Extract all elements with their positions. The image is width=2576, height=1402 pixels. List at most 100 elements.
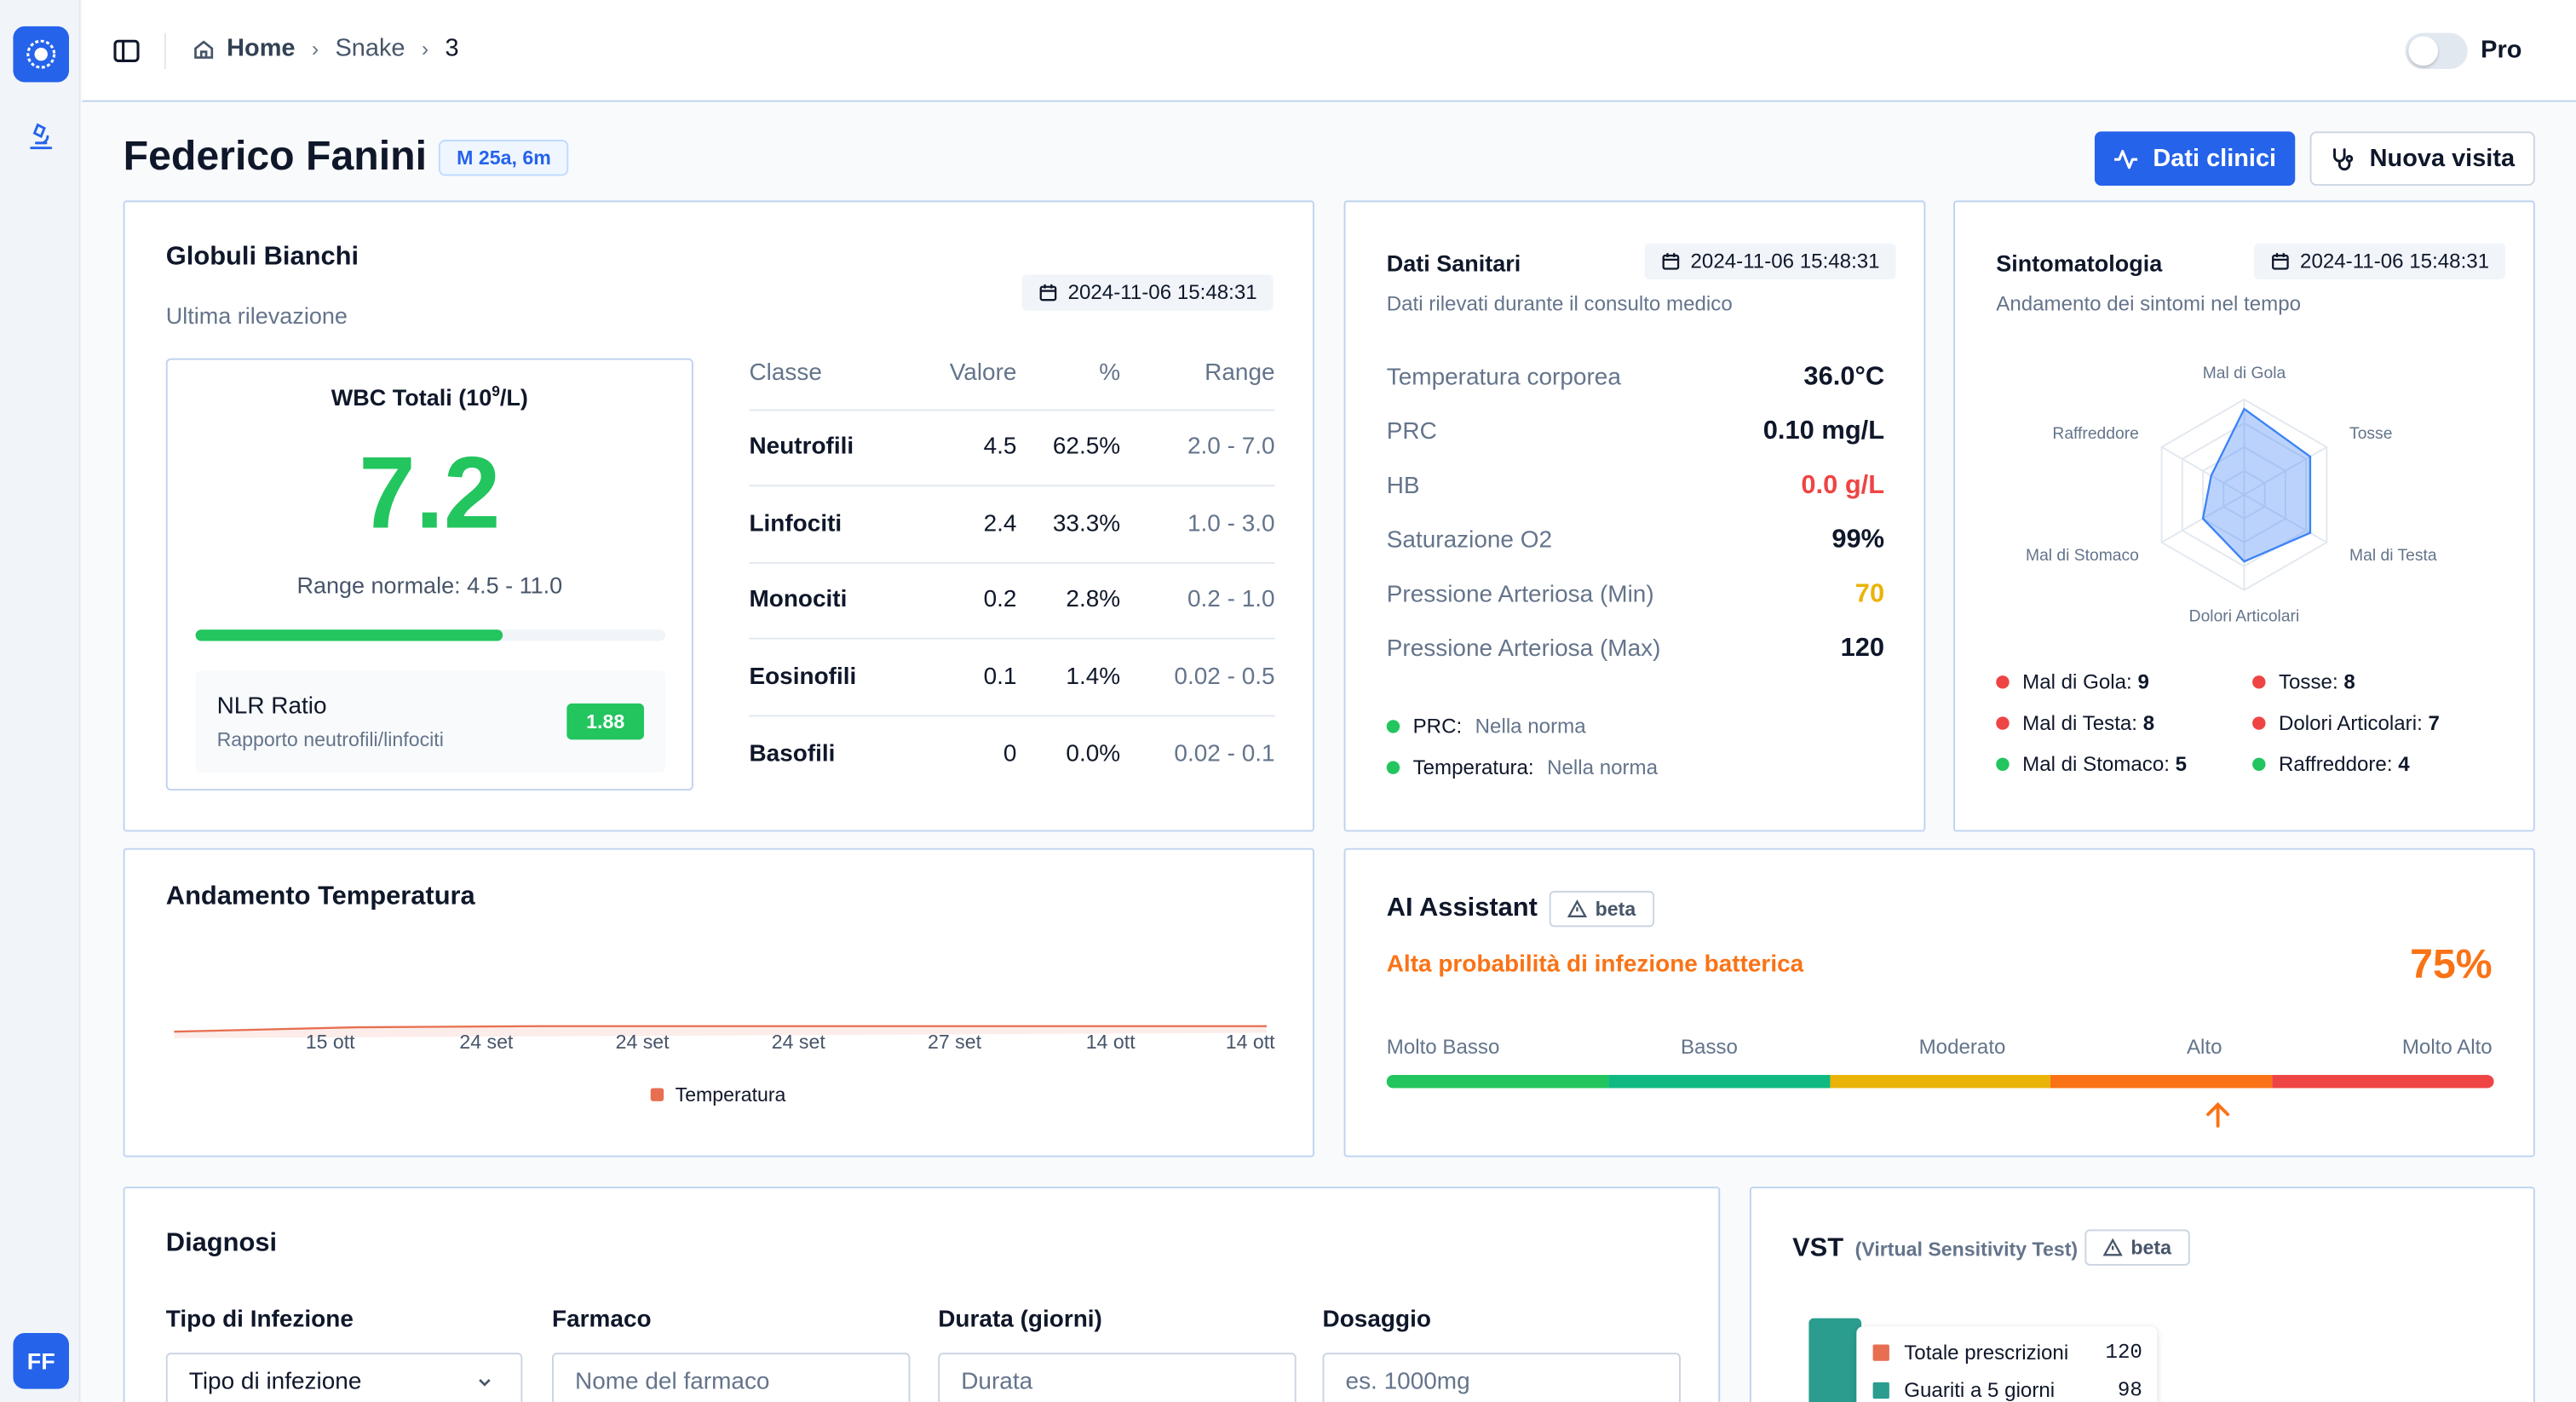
- symptom-value: 4: [2398, 752, 2410, 776]
- symptoms-card: Sintomatologia 2024-11-06 15:48:31 Andam…: [1953, 200, 2535, 832]
- radar-axis-label: Dolori Articolari: [2189, 607, 2300, 625]
- cell-classe: Monociti: [749, 561, 914, 640]
- symptom-label: Dolori Articolari:: [2278, 711, 2423, 735]
- radar-axis-label: Mal di Gola: [2203, 365, 2286, 382]
- wbc-progress-fill: [195, 629, 503, 641]
- radar-axis-label: Mal di Stomaco: [2026, 547, 2139, 565]
- wbc-range-text: Range normale: 4.5 - 11.0: [296, 572, 563, 599]
- table-row: Linfociti 2.4 33.3% 1.0 - 3.0: [749, 486, 1275, 563]
- temperature-card-title: Andamento Temperatura: [165, 882, 475, 911]
- pro-toggle[interactable]: [2405, 32, 2468, 70]
- duration-input[interactable]: Durata: [938, 1353, 1297, 1402]
- warning-icon: [1567, 899, 1588, 917]
- user-avatar[interactable]: FF: [13, 1332, 70, 1389]
- calendar-icon: [1039, 284, 1057, 302]
- vital-label: PRC: [1386, 419, 1437, 445]
- sidebar-toggle-icon[interactable]: [112, 36, 141, 66]
- wbc-table-header: Classe Valore % Range: [749, 359, 1275, 411]
- vst-card: VST (Virtual Sensitivity Test) beta Tota…: [1749, 1187, 2535, 1402]
- wbc-date: 2024-11-06 15:48:31: [1067, 280, 1257, 304]
- microscope-icon[interactable]: [25, 120, 58, 153]
- cell-range: 0.02 - 0.5: [1120, 638, 1275, 716]
- cell-range: 2.0 - 7.0: [1120, 409, 1275, 487]
- new-visit-button[interactable]: Nuova visita: [2309, 131, 2535, 187]
- breadcrumb-section[interactable]: Snake: [335, 34, 405, 63]
- vital-value: 120: [1840, 634, 1885, 663]
- status-key: Temperatura:: [1412, 756, 1534, 779]
- x-tick-label: 14 ott: [1086, 1031, 1136, 1053]
- droplet-logo-icon: [26, 39, 56, 69]
- symptoms-date-chip: 2024-11-06 15:48:31: [2254, 243, 2506, 280]
- ai-card: AI Assistant beta Alta probabilità di in…: [1343, 848, 2535, 1158]
- vst-legend-label: Totale prescrizioni: [1904, 1341, 2069, 1365]
- vst-legend-label: Guariti a 5 giorni: [1904, 1379, 2056, 1402]
- duration-label: Durata (giorni): [938, 1307, 1102, 1333]
- cell-classe: Basofili: [749, 740, 836, 767]
- wbc-total-label: WBC Totali (10: [331, 383, 492, 411]
- vital-label: Saturazione O2: [1386, 527, 1553, 554]
- col-range: Range: [1120, 359, 1275, 411]
- vst-legend-row: Guariti a 5 giorni 98: [1872, 1379, 2142, 1402]
- temperature-series-line: [174, 1025, 1267, 1033]
- wbc-total-sup: 9: [492, 382, 500, 399]
- vital-row: Temperatura corporea 36.0°C: [1387, 363, 1884, 393]
- breadcrumb-home[interactable]: Home: [193, 34, 296, 63]
- radar-axis: [2161, 446, 2245, 496]
- ai-percent: 75%: [2410, 941, 2493, 988]
- vst-tooltip: Totale prescrizioni 120 Guariti a 5 giorn…: [1856, 1326, 2158, 1402]
- toggle-knob: [2408, 36, 2439, 66]
- status-dot: [1386, 761, 1400, 774]
- wbc-card-title: Globuli Bianchi: [165, 243, 359, 272]
- new-visit-label: Nuova visita: [2369, 144, 2516, 173]
- activity-icon: [2115, 149, 2139, 169]
- risk-segment: [2050, 1075, 2273, 1089]
- x-tick-label: 24 set: [616, 1031, 670, 1053]
- vital-row: HB 0.0 g/L: [1387, 472, 1884, 502]
- topbar-divider: [164, 32, 166, 70]
- symptom-value: 5: [2175, 752, 2188, 776]
- vital-row: Pressione Arteriosa (Min) 70: [1387, 580, 1884, 610]
- x-tick-label: 24 set: [772, 1031, 826, 1053]
- patient-badge: M 25a, 6m: [438, 140, 570, 176]
- radar-axis-label: Raffreddore: [2052, 425, 2138, 443]
- table-row: Eosinofili 0.1 1.4% 0.02 - 0.5: [749, 638, 1275, 716]
- col-percent: %: [1016, 359, 1121, 411]
- status-row: PRC: Nella norma: [1386, 715, 1586, 738]
- nlr-subtitle: Rapporto neutrofili/linfociti: [216, 727, 444, 751]
- status-dot: [1386, 720, 1400, 733]
- status-value: Nella norma: [1547, 756, 1659, 779]
- breadcrumb-home-label: Home: [227, 34, 296, 63]
- table-row: Neutrofili 4.5 62.5% 2.0 - 7.0: [749, 409, 1275, 487]
- infection-type-select[interactable]: Tipo di infezione: [165, 1353, 523, 1402]
- vital-label: HB: [1386, 473, 1420, 500]
- vital-value: 70: [1854, 580, 1885, 608]
- stethoscope-icon: [2333, 147, 2354, 170]
- vital-value: 99%: [1831, 526, 1885, 554]
- symptom-legend-item: Mal di Stomaco: 5: [1996, 753, 2187, 776]
- dosage-input[interactable]: es. 1000mg: [1322, 1353, 1681, 1402]
- wbc-total-value: 7.2: [359, 437, 501, 551]
- cell-percent: 1.4%: [1016, 638, 1121, 716]
- cell-percent: 62.5%: [1016, 409, 1121, 487]
- ai-message: Alta probabilità di infezione batterica: [1386, 951, 1804, 979]
- app-logo[interactable]: [13, 26, 70, 83]
- breadcrumb-current: 3: [445, 34, 459, 63]
- x-tick-label: 14 ott: [1226, 1031, 1275, 1053]
- symptom-dot: [2252, 716, 2266, 730]
- cell-valore: 0.2: [913, 561, 1017, 640]
- arrow-up-icon: [2205, 1102, 2229, 1128]
- health-date-chip: 2024-11-06 15:48:31: [1644, 243, 1896, 280]
- wbc-subtitle: Ultima rilevazione: [165, 302, 348, 329]
- temperature-area: [174, 1026, 1267, 1038]
- cell-valore: 0.1: [913, 638, 1017, 716]
- clinical-data-button[interactable]: Dati clinici: [2094, 131, 2296, 187]
- risk-segment: [1607, 1075, 1830, 1089]
- legend-swatch: [650, 1088, 664, 1101]
- cell-percent: 2.8%: [1016, 561, 1121, 640]
- risk-level-label: Basso: [1680, 1035, 1738, 1059]
- vital-value: 0.0 g/L: [1801, 471, 1885, 500]
- drug-input[interactable]: Nome del farmaco: [552, 1353, 911, 1402]
- health-card: Dati Sanitari 2024-11-06 15:48:31 Dati r…: [1343, 200, 1926, 832]
- symptoms-date: 2024-11-06 15:48:31: [2300, 250, 2490, 273]
- legend-label: Temperatura: [676, 1083, 786, 1106]
